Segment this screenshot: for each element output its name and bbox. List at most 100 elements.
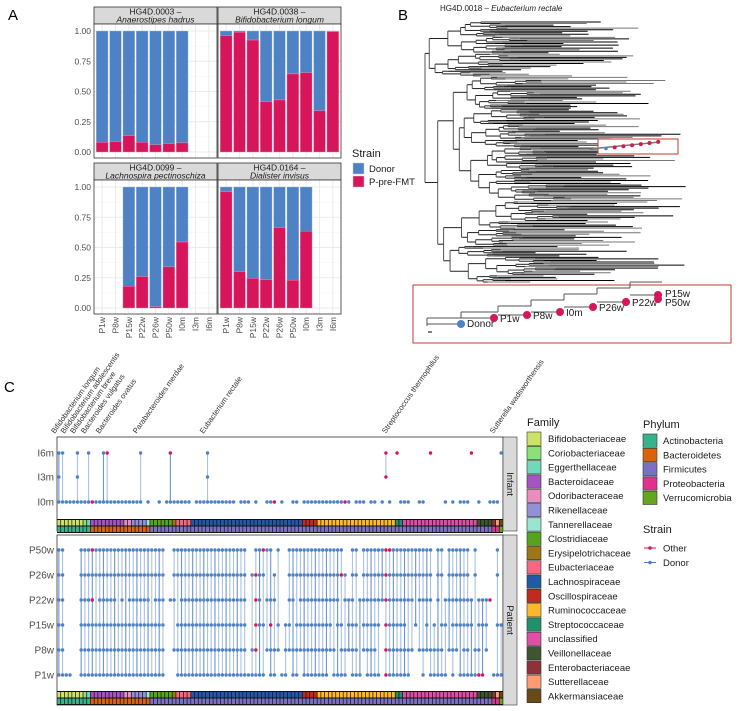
- panel-label-a: A: [8, 7, 18, 24]
- donor-point: [413, 623, 418, 627]
- donor-point: [90, 573, 95, 577]
- donor-point: [306, 673, 310, 677]
- family-cell: [410, 520, 414, 526]
- phylum-cell: [265, 526, 269, 532]
- donor-point: [183, 598, 187, 602]
- donor-point: [224, 573, 228, 577]
- donor-point: [354, 623, 358, 627]
- family-label: Ruminococcaceae: [548, 606, 626, 617]
- family-cell: [116, 692, 120, 698]
- phylum-cell: [105, 526, 109, 532]
- donor-point: [283, 673, 288, 677]
- donor-point: [142, 623, 147, 627]
- family-cell: [384, 692, 388, 698]
- family-cell: [369, 520, 373, 526]
- donor-point: [410, 648, 414, 652]
- donor-point: [57, 673, 61, 677]
- donor-point: [161, 623, 165, 627]
- donor-point: [86, 548, 91, 552]
- family-cell: [399, 520, 403, 526]
- donor-point: [138, 598, 143, 602]
- donor-point: [302, 648, 306, 652]
- donor-point: [335, 623, 340, 627]
- donor-point: [116, 500, 121, 504]
- family-cell: [228, 520, 232, 526]
- donor-point: [213, 573, 217, 577]
- donor-point: [317, 623, 321, 627]
- donor-point: [109, 673, 113, 677]
- donor-point: [198, 673, 202, 677]
- donor-point: [417, 500, 422, 504]
- phylum-swatch: [642, 447, 658, 462]
- donor-point: [198, 500, 202, 504]
- phylum-cell: [180, 526, 184, 532]
- donor-point: [462, 573, 466, 577]
- x-tick-label: I0m: [177, 317, 187, 331]
- phylum-cell: [276, 698, 280, 704]
- family-cell: [339, 520, 343, 526]
- donor-point: [417, 548, 422, 552]
- bar-p-pre-fmt-I0m: [176, 142, 189, 153]
- donor-point: [492, 673, 496, 677]
- donor-point: [120, 673, 124, 677]
- phylum-cell: [243, 698, 247, 704]
- donor-point: [332, 598, 336, 602]
- donor-point: [462, 648, 466, 652]
- family-cell: [417, 520, 421, 526]
- phylum-cell: [220, 526, 224, 532]
- bar-p-pre-fmt-P26w: [149, 306, 162, 309]
- bar-p-pre-fmt-I0m: [300, 230, 313, 309]
- family-cell: [206, 520, 210, 526]
- donor-point: [254, 500, 258, 504]
- other-point: [384, 598, 388, 602]
- x-tick-label: P1w: [221, 316, 231, 333]
- donor-point: [387, 673, 392, 677]
- donor-point: [324, 673, 329, 677]
- donor-point: [324, 648, 329, 652]
- donor-point: [209, 598, 213, 602]
- family-cell: [57, 692, 61, 698]
- family-cell: [153, 692, 157, 698]
- donor-point: [361, 573, 366, 577]
- phylum-cell: [287, 698, 291, 704]
- donor-point: [183, 623, 187, 627]
- family-cell: [72, 520, 76, 526]
- donor-point: [235, 598, 239, 602]
- donor-point: [94, 548, 98, 552]
- donor-point: [477, 648, 481, 652]
- donor-point: [391, 548, 396, 552]
- family-cell: [269, 520, 273, 526]
- inset-label: Donor: [467, 319, 495, 330]
- phylum-cell: [421, 698, 425, 704]
- donor-point: [328, 548, 332, 552]
- family-cell: [410, 692, 414, 698]
- family-cell: [265, 692, 269, 698]
- facet-species: Lachnospira pectinoschiza: [105, 171, 205, 181]
- phylum-cell: [191, 526, 195, 532]
- family-cell: [440, 692, 444, 698]
- donor-point: [138, 623, 143, 627]
- donor-point: [98, 573, 102, 577]
- family-swatch: [526, 588, 542, 603]
- phylum-cell: [61, 526, 65, 532]
- inset-label: I0m: [566, 308, 583, 319]
- inset-point-P1w: [490, 314, 498, 322]
- donor-point: [202, 500, 206, 504]
- donor-point: [410, 548, 414, 552]
- phylum-cell: [495, 698, 499, 704]
- donor-point: [242, 548, 247, 552]
- family-cell: [495, 520, 499, 526]
- phylum-cell: [484, 526, 488, 532]
- donor-point: [347, 500, 351, 504]
- donor-point: [224, 598, 228, 602]
- donor-point: [150, 548, 154, 552]
- phylum-cell: [213, 698, 217, 704]
- strain-key-point: [648, 546, 652, 550]
- donor-point: [309, 548, 314, 552]
- donor-point: [458, 548, 462, 552]
- family-cell: [481, 692, 485, 698]
- donor-point: [228, 623, 232, 627]
- donor-point: [120, 548, 124, 552]
- donor-point: [428, 573, 433, 577]
- donor-point: [328, 573, 332, 577]
